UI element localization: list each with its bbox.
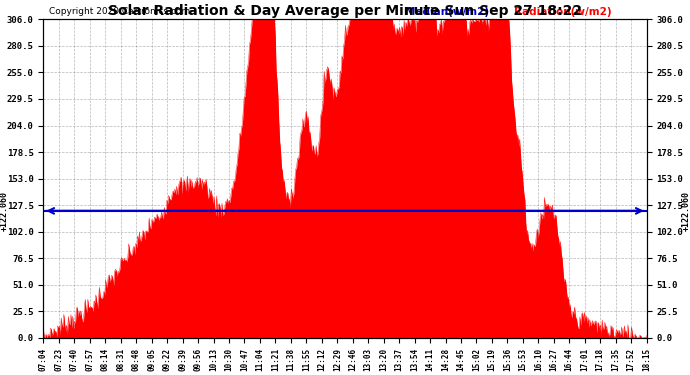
Text: +122.060: +122.060 bbox=[0, 191, 9, 231]
Text: Copyright 2020 Cartronics.com: Copyright 2020 Cartronics.com bbox=[50, 7, 190, 16]
Title: Solar Radiation & Day Average per Minute Sun Sep 27 18:22: Solar Radiation & Day Average per Minute… bbox=[108, 4, 582, 18]
Text: +122.060: +122.060 bbox=[681, 191, 690, 231]
Text: Radiation(w/m2): Radiation(w/m2) bbox=[514, 7, 611, 16]
Text: Median(w/m2): Median(w/m2) bbox=[405, 7, 489, 16]
